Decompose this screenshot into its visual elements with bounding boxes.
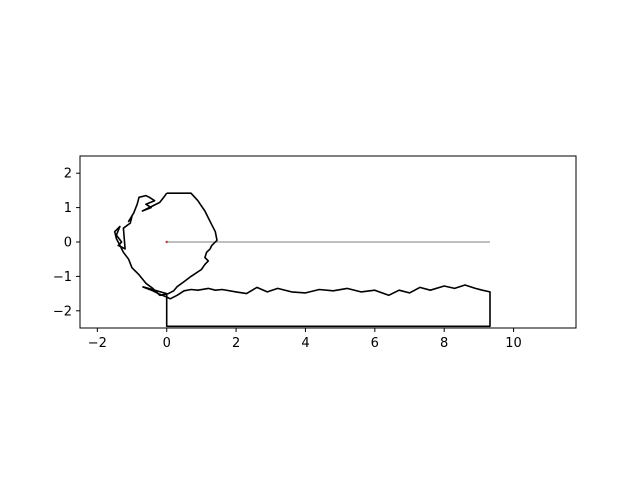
- x-tick-label: 10: [505, 336, 522, 351]
- x-axis: −2 0 2 4 6 8 10: [88, 328, 522, 351]
- y-tick-label: −1: [53, 270, 72, 285]
- origin-marker: [165, 240, 168, 244]
- x-tick-label: 6: [371, 336, 379, 351]
- y-tick-label: 2: [64, 167, 72, 182]
- y-axis: −2 −1 0 1 2: [53, 167, 80, 319]
- outline-series-2: [113, 192, 218, 297]
- y-tick-label: 1: [64, 201, 72, 216]
- x-tick-label: 0: [163, 336, 171, 351]
- y-tick-label: −2: [53, 304, 72, 319]
- x-tick-label: 4: [301, 336, 309, 351]
- chart-marks: [113, 192, 491, 328]
- y-tick-label: 0: [64, 236, 72, 251]
- outline-series-1: [142, 284, 491, 328]
- x-tick-label: 2: [232, 336, 240, 351]
- x-tick-label: −2: [88, 336, 107, 351]
- x-tick-label: 8: [440, 336, 448, 351]
